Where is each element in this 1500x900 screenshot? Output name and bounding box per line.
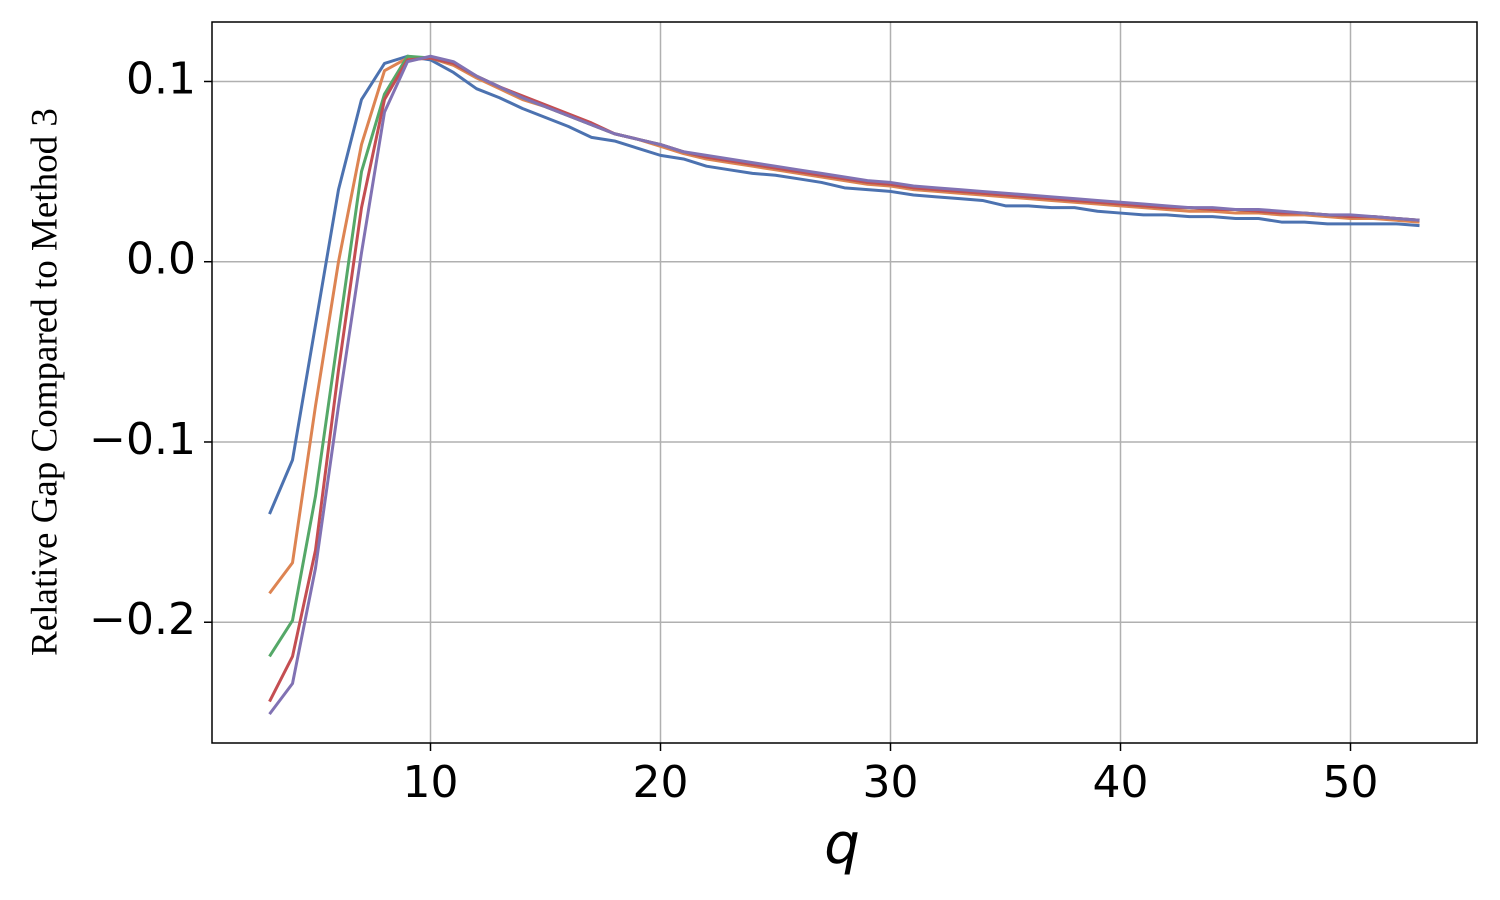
x-tick-label: 50 xyxy=(1323,757,1379,808)
plot-frame xyxy=(211,21,1478,744)
series-line xyxy=(268,54,1420,658)
series-line xyxy=(268,54,1420,716)
series-line xyxy=(268,54,1420,515)
x-tick-label: 20 xyxy=(633,757,689,808)
x-axis-label: q xyxy=(824,812,860,877)
y-tick-label: 0.1 xyxy=(126,53,196,104)
series-line xyxy=(268,56,1420,703)
y-tick-label: 0.0 xyxy=(126,234,196,285)
y-tick-label: −0.1 xyxy=(89,414,196,465)
x-tick-label: 30 xyxy=(863,757,919,808)
series-line xyxy=(268,56,1420,595)
x-tick-label: 40 xyxy=(1093,757,1149,808)
y-tick-label: −0.2 xyxy=(89,594,196,645)
y-axis-label: Relative Gap Compared to Method 3 xyxy=(24,108,65,656)
x-tick-label: 10 xyxy=(403,757,459,808)
